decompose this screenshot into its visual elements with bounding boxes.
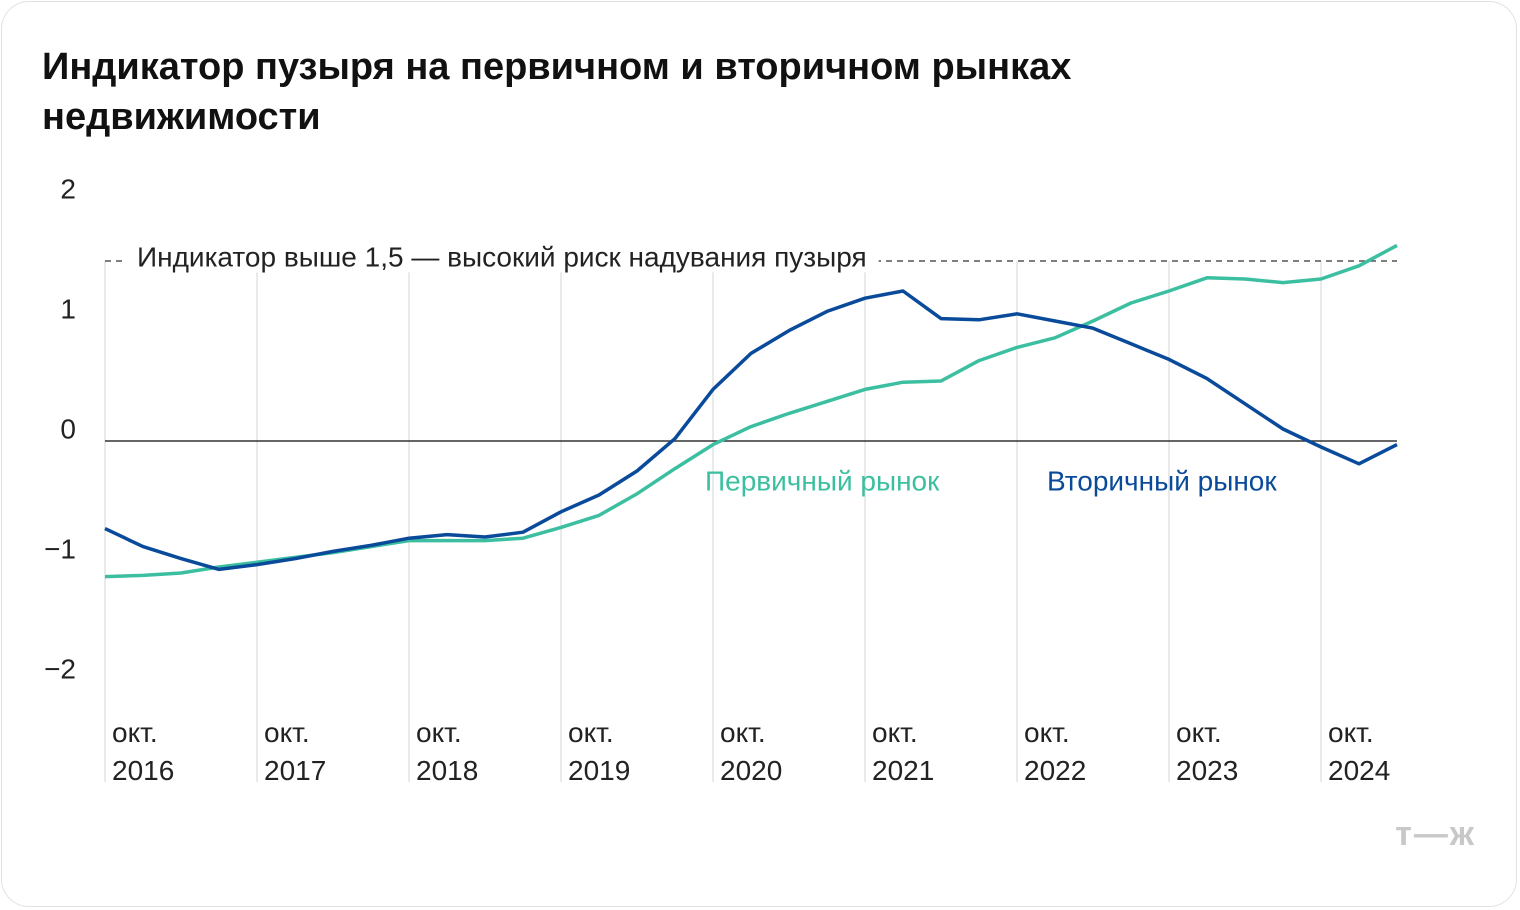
- y-tick-label: −2: [44, 653, 76, 684]
- legend-label: Вторичный рынок: [1047, 465, 1277, 496]
- x-tick-label: окт. 2024: [1328, 717, 1391, 786]
- series-line: [104, 243, 1398, 579]
- y-tick-label: 1: [60, 293, 76, 324]
- x-tick-label: окт. 2019: [568, 717, 631, 786]
- y-tick-label: −1: [44, 533, 76, 564]
- legend-label: Первичный рынок: [705, 465, 940, 496]
- logo: т—ж: [1395, 815, 1476, 853]
- x-tick-label: окт. 2021: [872, 717, 935, 786]
- x-tick-label: окт. 2020: [720, 717, 783, 786]
- x-tick-label: окт. 2023: [1176, 717, 1239, 786]
- chart-title: Индикатор пузыря на первичном и вторично…: [42, 46, 1072, 138]
- threshold-label-bg: [123, 241, 879, 273]
- y-tick-label: 2: [60, 173, 76, 204]
- threshold-label: Индикатор выше 1,5 — высокий риск надува…: [137, 241, 867, 272]
- y-tick-label: 0: [60, 413, 76, 444]
- series-line: [104, 289, 1398, 572]
- x-tick-label: окт. 2017: [264, 717, 327, 786]
- x-tick-label: окт. 2022: [1024, 717, 1087, 786]
- x-tick-label: окт. 2016: [112, 717, 175, 786]
- x-tick-label: окт. 2018: [416, 717, 479, 786]
